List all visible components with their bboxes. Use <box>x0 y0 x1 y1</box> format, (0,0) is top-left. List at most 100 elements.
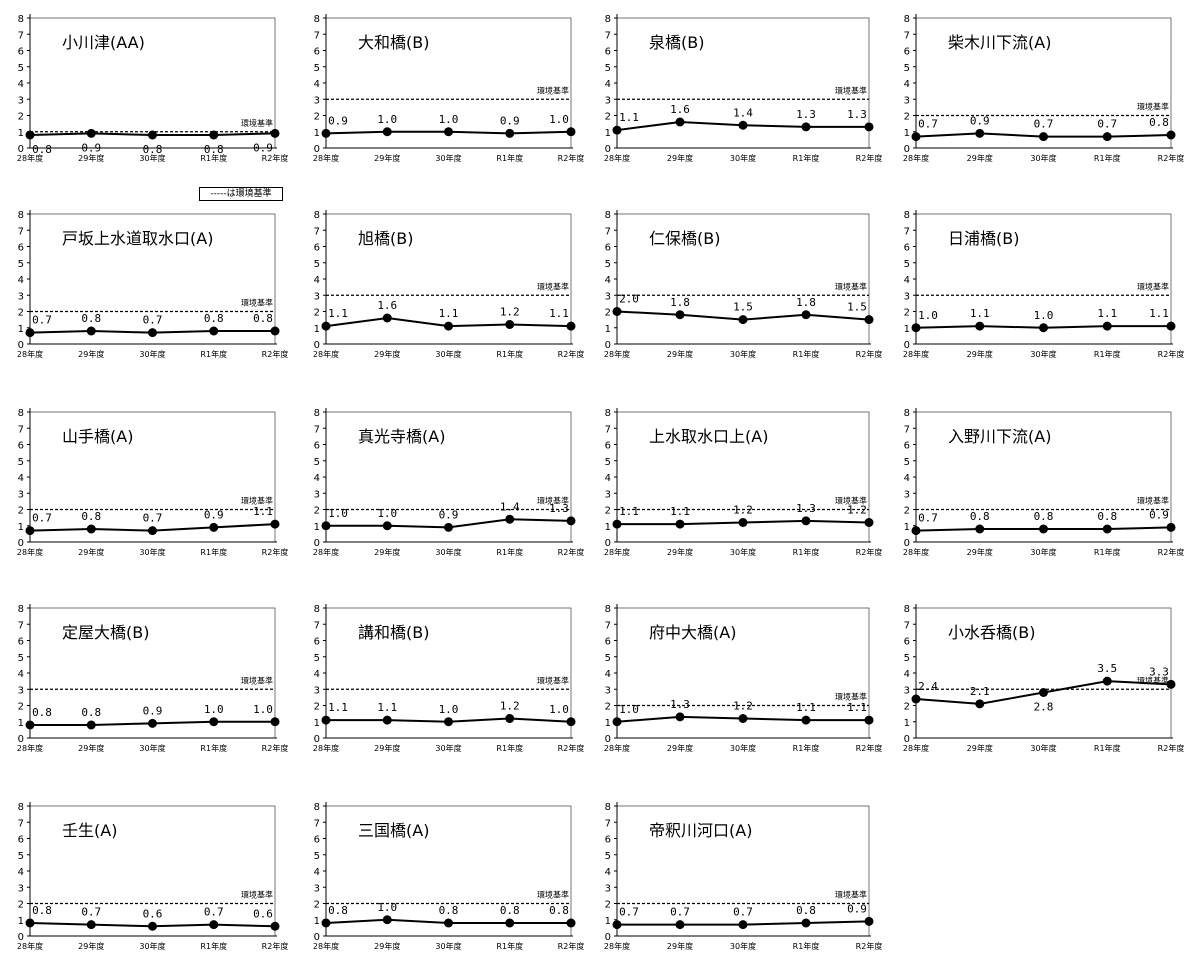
y-tick-label: 1 <box>605 522 611 533</box>
data-label: 0.9 <box>439 508 459 521</box>
y-tick-label: 0 <box>314 144 320 155</box>
y-tick-label: 6 <box>18 441 24 452</box>
y-tick-label: 6 <box>605 441 611 452</box>
y-tick-label: 6 <box>904 243 910 254</box>
data-point <box>382 521 392 531</box>
y-tick-label: 1 <box>904 128 910 139</box>
y-tick-label: 5 <box>605 457 611 468</box>
chart-panel: 0 1 2 3 4 5 6 7 8 28年度 29年度 30年度 R1年度 R2年度 戸坂上水道取水口(A)… <box>17 210 288 359</box>
y-tick-label: 8 <box>904 604 910 615</box>
y-tick-label: 3 <box>605 685 611 696</box>
x-tick-label: 28年度 <box>903 547 929 557</box>
x-tick-label: 28年度 <box>903 743 929 753</box>
y-tick-label: 0 <box>605 538 611 549</box>
x-tick-label: R2年度 <box>558 547 585 557</box>
chart-panel: 0 1 2 3 4 5 6 7 8 28年度 29年度 30年度 R1年度 R2年度 定屋大橋(B) 環境基準… <box>17 604 288 753</box>
x-tick-label: 30年度 <box>435 941 461 951</box>
y-tick-label: 7 <box>314 226 320 237</box>
data-point <box>612 920 622 930</box>
chart-panel: 0 1 2 3 4 5 6 7 8 28年度 29年度 30年度 R1年度 R2年度 三国橋(A) 環境基準 0… <box>313 802 584 951</box>
data-point <box>25 130 35 140</box>
y-tick-label: 7 <box>605 620 611 631</box>
data-label: 0.7 <box>204 906 224 919</box>
y-tick-label: 8 <box>18 14 24 25</box>
y-tick-label: 6 <box>314 637 320 648</box>
data-point <box>270 717 280 727</box>
data-label: 1.3 <box>796 502 816 515</box>
x-tick-label: 28年度 <box>17 153 43 163</box>
y-tick-label: 1 <box>18 128 24 139</box>
standard-label: 環境基準 <box>835 890 867 900</box>
data-point <box>1039 524 1048 534</box>
plot-area <box>29 805 276 937</box>
x-tick-label: R1年度 <box>200 941 227 951</box>
y-tick-label: 1 <box>904 522 910 533</box>
data-label: 0.9 <box>847 902 867 915</box>
data-label: 1.0 <box>377 901 397 914</box>
data-label: 1.4 <box>500 500 520 513</box>
data-point <box>444 321 453 331</box>
y-tick-label: 1 <box>605 718 611 729</box>
y-tick-label: 8 <box>314 408 320 419</box>
y-tick-label: 2 <box>904 506 910 517</box>
data-label: 0.7 <box>143 314 163 327</box>
x-tick-label: 29年度 <box>78 349 104 359</box>
data-label: 2.8 <box>1034 701 1054 714</box>
data-label: 1.5 <box>733 301 753 314</box>
x-tick-label: R2年度 <box>262 349 289 359</box>
data-label: 2.0 <box>619 293 639 306</box>
data-label: 0.8 <box>500 904 520 917</box>
y-tick-label: 5 <box>314 653 320 664</box>
data-point <box>86 128 96 138</box>
data-point <box>738 120 748 130</box>
y-tick-label: 2 <box>904 112 910 123</box>
data-point <box>1166 679 1176 689</box>
data-point <box>864 715 874 725</box>
data-point <box>321 128 331 138</box>
data-label: 0.6 <box>143 907 163 920</box>
y-tick-label: 0 <box>18 538 24 549</box>
data-label: 1.1 <box>1149 307 1169 320</box>
data-label: 0.8 <box>204 312 224 325</box>
chart-panel: 0 1 2 3 4 5 6 7 8 28年度 29年度 30年度 R1年度 R2年度 旭橋(B) 環境基準 1.… <box>313 210 584 359</box>
plot-area <box>29 411 276 543</box>
x-tick-label: 29年度 <box>667 349 693 359</box>
data-label: 0.9 <box>253 141 273 154</box>
chart-panel: 0 1 2 3 4 5 6 7 8 28年度 29年度 30年度 R1年度 R2年度 小川津(AA) 環境基準… <box>17 14 288 163</box>
data-point <box>975 128 985 138</box>
data-label: 0.8 <box>970 510 990 523</box>
chart-title: 日浦橋(B) <box>948 229 1019 248</box>
plot-area <box>325 17 572 149</box>
x-tick-label: R1年度 <box>496 547 523 557</box>
y-tick-label: 0 <box>605 932 611 943</box>
chart-title: 大和橋(B) <box>358 33 429 52</box>
data-point <box>209 717 219 727</box>
y-tick-label: 8 <box>605 14 611 25</box>
y-tick-label: 6 <box>314 441 320 452</box>
data-point <box>675 712 685 722</box>
data-point <box>1039 323 1048 333</box>
data-point <box>148 130 157 140</box>
data-point <box>148 718 157 728</box>
y-tick-label: 1 <box>18 916 24 927</box>
chart-title: 泉橋(B) <box>649 33 704 52</box>
x-tick-label: R2年度 <box>262 941 289 951</box>
data-point <box>801 918 811 928</box>
data-label: 1.1 <box>549 307 569 320</box>
y-tick-label: 7 <box>314 30 320 41</box>
chart-title: 旭橋(B) <box>358 229 413 248</box>
data-point <box>209 130 219 140</box>
y-tick-label: 7 <box>904 424 910 435</box>
data-point <box>444 127 453 137</box>
y-tick-label: 0 <box>18 734 24 745</box>
y-tick-label: 5 <box>314 851 320 862</box>
y-tick-label: 6 <box>18 637 24 648</box>
data-point <box>148 526 157 536</box>
data-label: 1.1 <box>619 111 639 124</box>
data-label: 1.0 <box>253 703 273 716</box>
y-tick-label: 4 <box>605 473 611 484</box>
data-point <box>801 122 811 132</box>
y-tick-label: 7 <box>18 818 24 829</box>
x-tick-label: 28年度 <box>17 941 43 951</box>
y-tick-label: 4 <box>314 79 320 90</box>
